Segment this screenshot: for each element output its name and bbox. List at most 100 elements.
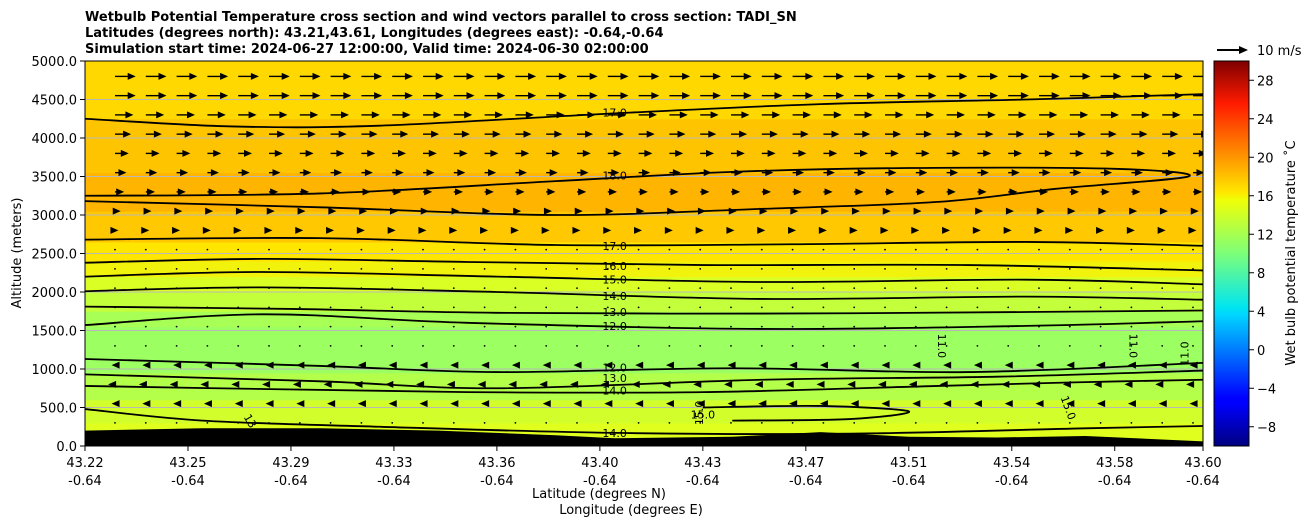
wind-vector <box>789 400 798 408</box>
wind-vector <box>1036 207 1045 215</box>
colorbar-label: Wet bulb potential temperature ˚C <box>1283 140 1299 365</box>
wind-vector <box>1193 149 1203 157</box>
wind-vector <box>607 169 620 177</box>
wind-vector <box>112 207 121 215</box>
wind-vector <box>668 268 671 270</box>
wind-vector <box>792 130 809 138</box>
wind-vector <box>330 149 345 157</box>
wind-vector <box>946 188 956 196</box>
wind-vector <box>788 226 797 234</box>
wind-vector <box>1038 287 1040 290</box>
wind-vector <box>1005 207 1014 215</box>
wind-vector <box>299 72 321 80</box>
wind-vector <box>976 287 979 290</box>
wind-vector <box>450 400 459 408</box>
y-tick-label-6: 3000.0 <box>32 209 78 224</box>
wind-vector <box>514 287 517 290</box>
wind-vector <box>789 361 798 369</box>
wind-vector <box>510 226 519 234</box>
contour-label-11: 15.0 <box>691 408 716 421</box>
wind-vector <box>541 226 550 234</box>
wind-vector <box>114 248 116 251</box>
wind-vector <box>850 361 859 369</box>
wind-vector <box>299 130 316 138</box>
wind-vector <box>1069 130 1086 138</box>
wind-vector <box>668 422 671 424</box>
wind-vector <box>731 92 752 100</box>
wind-vector <box>515 72 537 80</box>
contour-side-label-5: 13 <box>241 412 259 431</box>
wind-vector <box>1034 226 1043 234</box>
x-axis-label-latitude: Latitude (degrees N) <box>532 487 666 502</box>
wind-vector <box>206 345 209 347</box>
wind-vector <box>1158 361 1167 369</box>
wind-vector <box>792 188 802 196</box>
wind-vector <box>297 207 306 215</box>
wind-vector <box>114 345 116 347</box>
x-tick-label-lat-2: 43.29 <box>272 456 309 471</box>
wind-vector <box>484 72 506 80</box>
wind-vector <box>452 287 455 290</box>
wind-vector <box>700 72 721 80</box>
wind-vector <box>1193 94 1203 97</box>
wind-vector <box>114 306 116 309</box>
x-tick-label-lon-6: -0.64 <box>686 474 720 489</box>
wind-vector <box>173 400 182 408</box>
wind-vector <box>1093 380 1102 388</box>
wind-vector <box>514 248 517 251</box>
wind-vector <box>726 226 735 234</box>
wind-vector <box>1007 268 1010 270</box>
x-tick-label-lat-11: 43.60 <box>1184 456 1221 471</box>
wind-vector <box>328 207 337 215</box>
wind-vector <box>1161 268 1164 270</box>
wind-vector <box>453 188 463 196</box>
wind-vector <box>822 248 825 251</box>
wind-vectors <box>108 72 1203 424</box>
wind-vector <box>115 72 136 80</box>
wind-vector <box>419 361 428 369</box>
wind-vector <box>669 130 686 138</box>
wind-vector <box>637 306 640 309</box>
wind-vector <box>360 325 363 328</box>
fill-band-3 <box>85 326 1203 374</box>
fill-band-8 <box>85 241 1203 262</box>
wind-vector <box>481 400 490 408</box>
x-tick-label-lon-11: -0.64 <box>1186 474 1220 489</box>
wind-vector <box>1068 248 1071 251</box>
wind-vector <box>206 325 209 328</box>
wind-vector <box>144 287 147 290</box>
wind-vector <box>206 248 209 251</box>
wind-vector <box>237 325 240 328</box>
wind-vector <box>175 287 178 290</box>
wind-vector <box>976 268 979 270</box>
wind-vector <box>638 72 660 80</box>
wind-vector <box>914 345 917 347</box>
wind-vector <box>1100 72 1122 80</box>
wind-vector <box>361 130 378 138</box>
wind-vector <box>760 268 763 270</box>
wind-vector <box>945 248 948 251</box>
wind-vector <box>914 306 917 309</box>
wind-vector <box>854 92 875 100</box>
wind-vector <box>884 306 886 309</box>
wind-vector <box>515 130 532 138</box>
wind-vector <box>329 306 332 309</box>
wind-vector <box>176 72 198 80</box>
wind-vector <box>145 130 162 138</box>
wind-vector <box>145 149 160 157</box>
wind-vector <box>577 72 598 80</box>
wind-vector <box>1124 380 1133 388</box>
wind-vector <box>514 306 517 309</box>
contour-side-label-2: 11.0 <box>1178 341 1191 366</box>
wind-vector <box>758 361 767 369</box>
wind-vector <box>515 169 527 177</box>
title-line-1: Wetbulb Potential Temperature cross sect… <box>85 10 797 25</box>
wind-vector <box>1162 149 1176 157</box>
wind-vector <box>238 188 248 196</box>
wind-vector <box>359 207 368 215</box>
wind-vector <box>1008 149 1022 157</box>
wind-vector <box>329 345 332 347</box>
wind-vector <box>175 248 178 251</box>
wind-vector <box>515 92 537 100</box>
wind-key-arrow-icon <box>1239 46 1248 54</box>
